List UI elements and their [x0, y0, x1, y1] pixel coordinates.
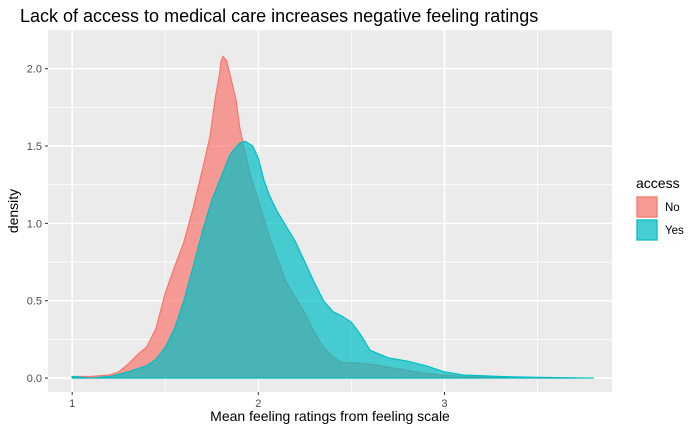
density-area-yes: [71, 140, 594, 379]
legend-title: access: [636, 175, 680, 191]
chart-title: Lack of access to medical care increases…: [20, 6, 538, 26]
x-axis: 1 2 3: [69, 392, 448, 410]
x-tick-label: 2: [255, 398, 261, 410]
y-tick-label: 2.0: [27, 64, 42, 76]
x-tick-label: 3: [441, 398, 447, 410]
x-axis-title: Mean feeling ratings from feeling scale: [210, 408, 450, 424]
legend-items: No Yes: [636, 196, 684, 241]
legend: access No Yes: [636, 175, 684, 241]
legend-swatch-no: [636, 196, 658, 218]
x-tick-label: 1: [69, 398, 75, 410]
y-tick-label: 0.5: [27, 296, 42, 308]
y-axis-title: density: [5, 189, 21, 233]
legend-swatch-yes: [636, 219, 658, 241]
y-tick-label: 1.0: [27, 218, 42, 230]
y-tick-label: 0.0: [27, 373, 42, 385]
density-areas: [71, 55, 594, 379]
y-tick-label: 1.5: [27, 141, 42, 153]
legend-label-yes: Yes: [665, 225, 684, 237]
legend-label-no: No: [665, 202, 680, 214]
y-axis: 0.0 0.5 1.0 1.5 2.0: [27, 64, 48, 385]
